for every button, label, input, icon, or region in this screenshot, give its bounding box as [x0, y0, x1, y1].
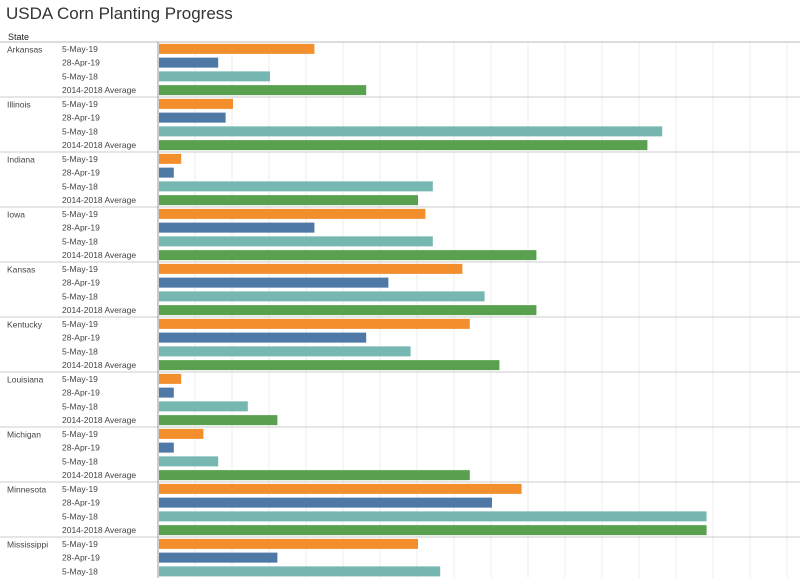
bar — [159, 112, 226, 123]
series-label: 5-May-18 — [62, 511, 98, 521]
bar — [159, 428, 204, 439]
series-label: 5-May-18 — [62, 236, 98, 246]
series-label: 5-May-19 — [62, 484, 98, 494]
bar — [159, 360, 500, 371]
bar — [159, 43, 315, 54]
series-label: 28-Apr-19 — [62, 278, 100, 288]
bar — [159, 552, 278, 563]
bar — [159, 57, 219, 68]
state-label: Michigan — [7, 430, 41, 440]
series-label: 2014-2018 Average — [62, 360, 136, 370]
series-label: 28-Apr-19 — [62, 113, 100, 123]
bar — [159, 566, 441, 577]
bar — [159, 98, 233, 109]
series-label: 28-Apr-19 — [62, 168, 100, 178]
bar — [159, 305, 537, 316]
series-label: 28-Apr-19 — [62, 58, 100, 68]
series-label: 5-May-18 — [62, 291, 98, 301]
series-label: 2014-2018 Average — [62, 470, 136, 480]
state-label: Kentucky — [7, 320, 43, 330]
bar — [159, 71, 270, 82]
state-label: Louisiana — [7, 375, 44, 385]
bar — [159, 415, 278, 426]
bar — [159, 346, 411, 357]
series-label: 2014-2018 Average — [62, 195, 136, 205]
bar — [159, 525, 707, 536]
bar — [159, 332, 367, 343]
bar — [159, 181, 433, 192]
bar — [159, 401, 248, 412]
bar — [159, 387, 174, 398]
series-label: 5-May-18 — [62, 346, 98, 356]
bar — [159, 153, 182, 164]
bar — [159, 263, 463, 274]
series-label: 5-May-19 — [62, 99, 98, 109]
series-label: 2014-2018 Average — [62, 525, 136, 535]
state-label: Minnesota — [7, 485, 46, 495]
series-label: 2014-2018 Average — [62, 85, 136, 95]
series-label: 5-May-18 — [62, 126, 98, 136]
bar — [159, 456, 219, 467]
bar — [159, 291, 485, 302]
state-label: Kansas — [7, 265, 35, 275]
series-label: 5-May-18 — [62, 401, 98, 411]
bar — [159, 497, 492, 508]
series-label: 28-Apr-19 — [62, 553, 100, 563]
series-label: 28-Apr-19 — [62, 388, 100, 398]
series-label: 5-May-19 — [62, 154, 98, 164]
series-label: 5-May-19 — [62, 264, 98, 274]
bar — [159, 483, 522, 494]
bar — [159, 195, 418, 206]
bar — [159, 538, 418, 549]
bar — [159, 511, 707, 522]
series-label: 28-Apr-19 — [62, 498, 100, 508]
state-column-header: State — [8, 32, 30, 42]
chart-title: USDA Corn Planting Progress — [6, 4, 233, 23]
series-label: 28-Apr-19 — [62, 443, 100, 453]
series-label: 2014-2018 Average — [62, 415, 136, 425]
state-label: Mississippi — [7, 540, 48, 550]
series-label: 5-May-19 — [62, 429, 98, 439]
bar — [159, 85, 367, 96]
bar — [159, 470, 470, 481]
series-label: 5-May-19 — [62, 319, 98, 329]
bar — [159, 236, 433, 247]
bar — [159, 140, 648, 151]
series-label: 5-May-18 — [62, 71, 98, 81]
bar — [159, 208, 426, 219]
series-label: 5-May-19 — [62, 209, 98, 219]
series-label: 5-May-18 — [62, 566, 98, 576]
series-label: 28-Apr-19 — [62, 223, 100, 233]
state-label: Illinois — [7, 100, 31, 110]
series-label: 2014-2018 Average — [62, 305, 136, 315]
bar — [159, 126, 663, 137]
bar — [159, 318, 470, 329]
bar — [159, 250, 537, 261]
state-label: Iowa — [7, 210, 25, 220]
bar — [159, 167, 174, 178]
series-label: 5-May-19 — [62, 374, 98, 384]
state-label: Indiana — [7, 155, 35, 165]
bar — [159, 277, 389, 288]
series-label: 5-May-19 — [62, 44, 98, 54]
state-label: Arkansas — [7, 45, 42, 55]
bar — [159, 442, 174, 453]
bar — [159, 373, 182, 384]
series-label: 5-May-19 — [62, 539, 98, 549]
series-label: 2014-2018 Average — [62, 140, 136, 150]
series-label: 2014-2018 Average — [62, 250, 136, 260]
series-label: 28-Apr-19 — [62, 333, 100, 343]
bar — [159, 222, 315, 233]
series-label: 5-May-18 — [62, 456, 98, 466]
series-label: 5-May-18 — [62, 181, 98, 191]
